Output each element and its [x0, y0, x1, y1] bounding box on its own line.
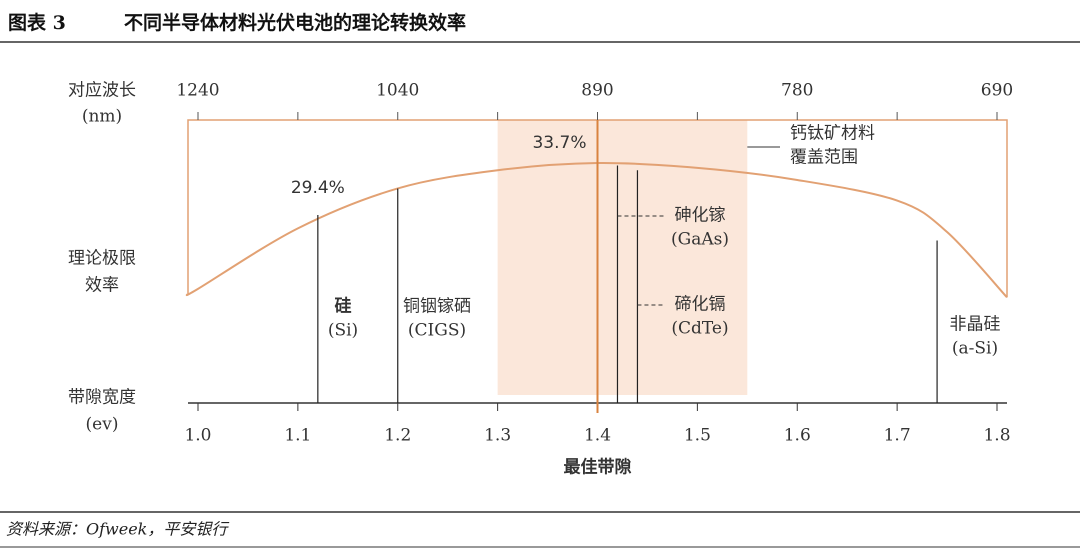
material-label: 碲化镉: [675, 295, 726, 315]
perovskite-label: 钙钛矿材料: [790, 124, 875, 144]
x-tick-label: 1.3: [484, 426, 511, 446]
efficiency-label: 效率: [85, 276, 119, 296]
material-label: 铜铟镓硒: [403, 297, 471, 317]
material-label: (CdTe): [671, 319, 728, 339]
material-label: (CIGS): [408, 321, 466, 341]
source: 资料来源：Ofweek，平安银行: [6, 520, 229, 539]
bandgap-label: 带隙宽度: [68, 388, 136, 408]
material-label: 砷化镓: [675, 206, 726, 226]
x-tick-label: 1.6: [784, 426, 811, 446]
perovskite-band: [497, 120, 748, 395]
efficiency-label: 理论极限: [68, 249, 136, 269]
x-tick-label: 1.7: [884, 426, 911, 446]
material-label: (GaAs): [671, 230, 729, 250]
value-label: 29.4%: [291, 178, 345, 198]
x-tick-label: 1.4: [584, 426, 611, 446]
x-tick-label: 1.0: [184, 426, 211, 446]
header-label: 图表 3: [8, 11, 66, 34]
top-tick-label: 890: [581, 81, 613, 101]
top-tick-label: 780: [781, 81, 813, 101]
perovskite-label: 覆盖范围: [790, 148, 858, 168]
bandgap-label: (ev): [86, 415, 119, 435]
header-title: 不同半导体材料光伏电池的理论转换效率: [124, 11, 466, 34]
peak-label: 33.7%: [532, 133, 586, 153]
x-tick-label: 1.2: [384, 426, 411, 446]
top-axis-label: 对应波长: [68, 81, 136, 101]
x-tick-label: 1.5: [684, 426, 711, 446]
x-tick-label: 1.8: [983, 426, 1010, 446]
x-tick-label: 1.1: [284, 426, 311, 446]
optimal-label: 最佳带隙: [564, 457, 632, 478]
material-label: (a-Si): [952, 339, 998, 359]
top-axis-label: (nm): [82, 107, 122, 127]
top-tick-label: 1240: [176, 81, 219, 101]
top-tick-label: 690: [981, 81, 1013, 101]
top-tick-label: 1040: [376, 81, 419, 101]
material-label: (Si): [328, 321, 358, 341]
material-label: 硅: [335, 296, 352, 317]
material-label: 非晶硅: [950, 315, 1001, 335]
